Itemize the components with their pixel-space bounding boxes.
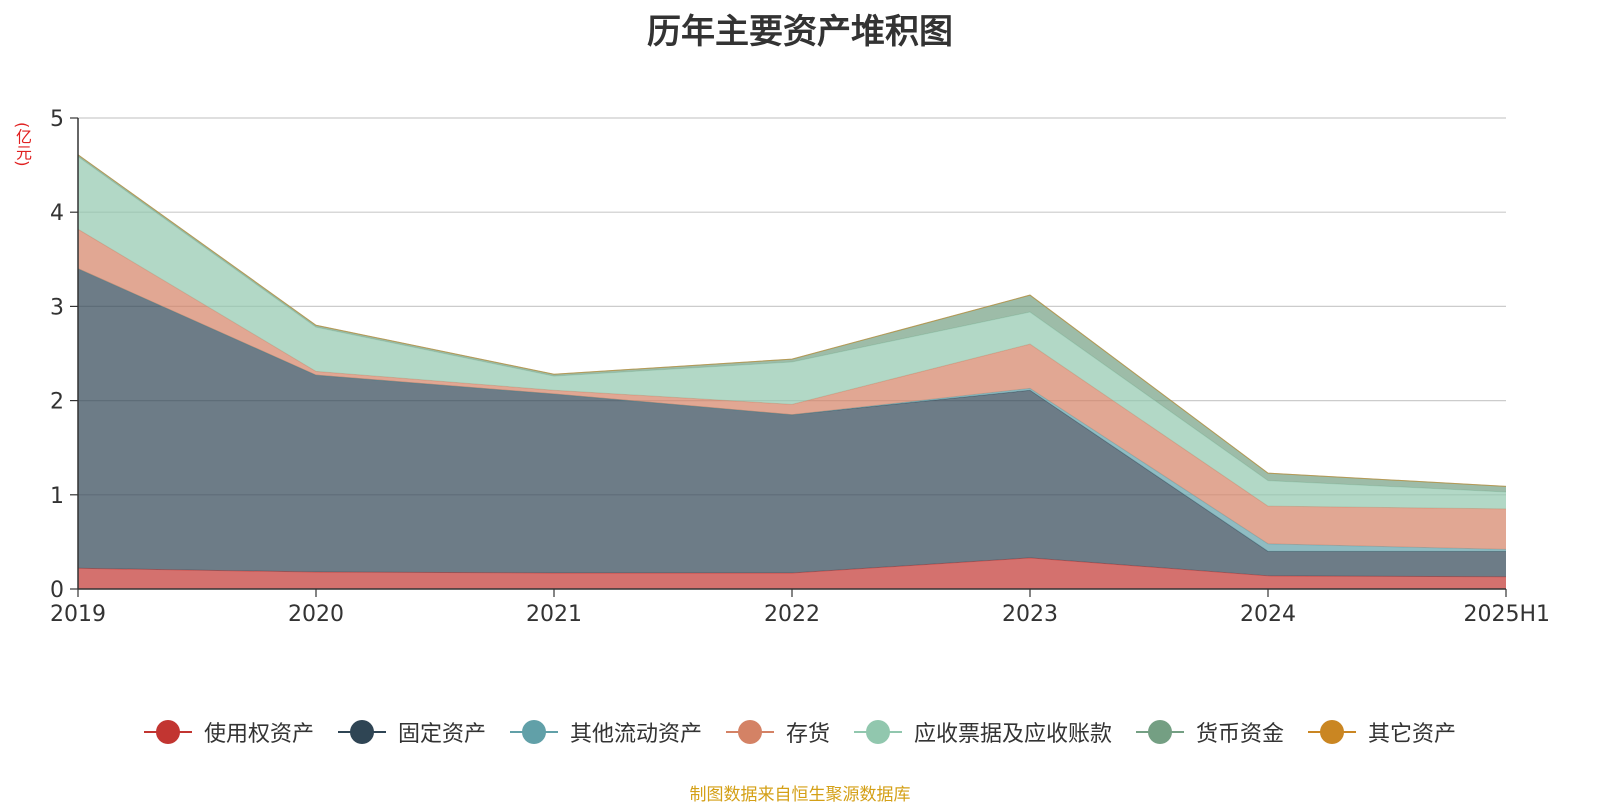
legend-marker xyxy=(143,720,192,744)
legend-marker xyxy=(1136,720,1185,744)
y-tick-label: 3 xyxy=(50,295,64,320)
legend-label: 固定资产 xyxy=(397,722,486,747)
legend-item[interactable]: 其它资产 xyxy=(1308,716,1456,748)
y-tick-label: 4 xyxy=(50,201,64,226)
area-存货 xyxy=(78,229,1506,550)
y-tick-label: 1 xyxy=(50,484,64,509)
x-tick-label: 2024 xyxy=(1240,602,1296,627)
legend-marker xyxy=(509,720,558,744)
source-note: 制图数据来自恒生聚源数据库 xyxy=(689,785,911,805)
legend-item[interactable]: 应收票据及应收账款 xyxy=(854,716,1112,748)
axes xyxy=(70,117,1507,597)
x-tick-label: 2022 xyxy=(764,602,820,627)
x-tick-label: 2020 xyxy=(288,602,344,627)
legend-item[interactable]: 其他流动资产 xyxy=(509,716,702,748)
x-tick-label: 2019 xyxy=(50,602,106,627)
legend-item[interactable]: 使用权资产 xyxy=(143,716,314,748)
legend: 使用权资产 固定资产 其他流动资产 存货 应收票据及应收账款 货币资金 其它资产 xyxy=(0,716,1600,748)
chart-title: 历年主要资产堆积图 xyxy=(647,12,953,52)
legend-label: 其它资产 xyxy=(1368,722,1457,747)
tick-labels: 0 1 2 3 4 5 2019 2020 2021 2022 2023 2024 2025H1 xyxy=(50,107,1550,627)
legend-label: 存货 xyxy=(785,722,830,747)
legend-marker xyxy=(725,720,774,744)
legend-item[interactable]: 货币资金 xyxy=(1136,716,1284,748)
y-unit-label: (亿元) xyxy=(13,122,32,167)
legend-label: 使用权资产 xyxy=(203,722,314,747)
area-series xyxy=(77,154,1507,589)
x-tick-label: 2025H1 xyxy=(1463,602,1550,627)
legend-label: 货币资金 xyxy=(1196,722,1285,747)
legend-item[interactable]: 固定资产 xyxy=(337,716,486,748)
y-tick-label: 0 xyxy=(50,578,64,603)
legend-marker xyxy=(1308,720,1357,744)
legend-marker xyxy=(854,720,902,744)
area-固定资产 xyxy=(78,268,1506,577)
x-tick-label: 2021 xyxy=(526,602,582,627)
legend-marker xyxy=(337,720,386,744)
area-应收票据及应收账款 xyxy=(78,156,1506,509)
legend-label: 其他流动资产 xyxy=(569,722,702,747)
series-line-其它资产 xyxy=(77,154,1507,487)
x-tick-label: 2023 xyxy=(1002,602,1058,627)
y-tick-label: 2 xyxy=(50,390,64,415)
y-tick-label: 5 xyxy=(50,107,64,132)
legend-item[interactable]: 存货 xyxy=(725,716,830,748)
legend-label: 应收票据及应收账款 xyxy=(914,722,1113,747)
